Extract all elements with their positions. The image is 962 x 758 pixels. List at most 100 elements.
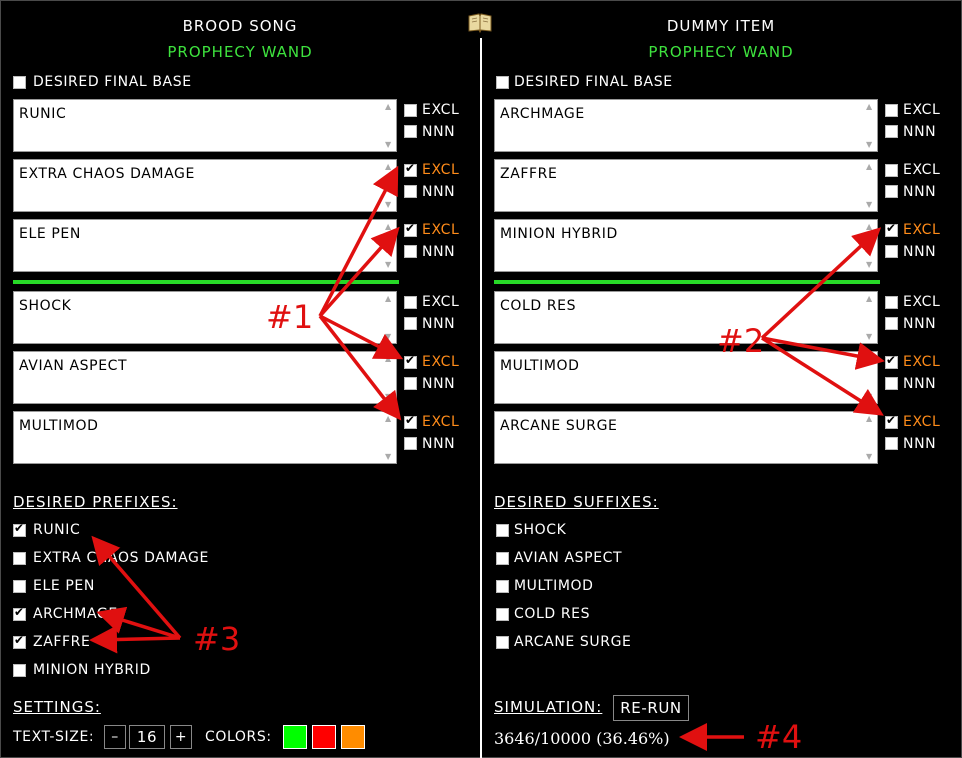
desired-checkbox[interactable] <box>13 580 26 593</box>
scroll-down-icon[interactable]: ▼ <box>866 392 873 401</box>
scroll-up-icon[interactable]: ▲ <box>866 222 873 231</box>
excl-label: EXCL <box>422 222 460 238</box>
desired-checkbox[interactable] <box>496 580 509 593</box>
scrollbar[interactable]: ▲ ▼ <box>863 292 877 343</box>
text-size-increase-button[interactable]: + <box>170 725 192 749</box>
excl-checkbox[interactable] <box>404 104 417 117</box>
desired-checkbox[interactable] <box>13 664 26 677</box>
mod-input-1[interactable]: ARCHMAGE ▲ ▼ <box>494 99 878 152</box>
nnn-checkbox[interactable] <box>885 185 898 198</box>
mod-input-6[interactable]: ARCANE SURGE ▲ ▼ <box>494 411 878 464</box>
scroll-up-icon[interactable]: ▲ <box>385 222 392 231</box>
mod-input-1[interactable]: RUNIC ▲ ▼ <box>13 99 397 152</box>
nnn-checkbox[interactable] <box>885 317 898 330</box>
desired-final-base-checkbox[interactable] <box>496 76 509 89</box>
mod-input-4[interactable]: COLD RES ▲ ▼ <box>494 291 878 344</box>
scrollbar[interactable]: ▲ ▼ <box>863 412 877 463</box>
scroll-down-icon[interactable]: ▼ <box>866 260 873 269</box>
nnn-checkbox[interactable] <box>404 437 417 450</box>
scrollbar[interactable]: ▲ ▼ <box>863 100 877 151</box>
mod-input-3[interactable]: ELE PEN ▲ ▼ <box>13 219 397 272</box>
nnn-label: NNN <box>903 244 937 260</box>
excl-checkbox[interactable] <box>885 104 898 117</box>
nnn-label: NNN <box>422 244 456 260</box>
excl-checkbox[interactable] <box>885 164 898 177</box>
scrollbar[interactable]: ▲ ▼ <box>863 160 877 211</box>
scroll-down-icon[interactable]: ▼ <box>385 452 392 461</box>
desired-label: ARCHMAGE <box>33 606 118 622</box>
mod-input-2[interactable]: EXTRA CHAOS DAMAGE ▲ ▼ <box>13 159 397 212</box>
nnn-checkbox[interactable] <box>404 317 417 330</box>
scroll-down-icon[interactable]: ▼ <box>385 140 392 149</box>
excl-checkbox[interactable] <box>404 296 417 309</box>
desired-checkbox[interactable] <box>496 524 509 537</box>
desired-checkbox[interactable] <box>13 521 26 537</box>
scroll-down-icon[interactable]: ▼ <box>385 332 392 341</box>
mod-input-5[interactable]: MULTIMOD ▲ ▼ <box>494 351 878 404</box>
scrollbar[interactable]: ▲ ▼ <box>382 220 396 271</box>
desired-checkbox[interactable] <box>13 633 26 649</box>
scrollbar[interactable]: ▲ ▼ <box>382 352 396 403</box>
scroll-down-icon[interactable]: ▼ <box>385 392 392 401</box>
nnn-checkbox[interactable] <box>885 437 898 450</box>
mod-input-5[interactable]: AVIAN ASPECT ▲ ▼ <box>13 351 397 404</box>
text-size-value[interactable]: 16 <box>129 725 165 749</box>
desired-checkbox[interactable] <box>13 552 26 565</box>
text-size-label: TEXT-SIZE: <box>13 729 95 745</box>
scroll-up-icon[interactable]: ▲ <box>385 354 392 363</box>
excl-checkbox[interactable] <box>404 161 417 177</box>
scrollbar[interactable]: ▲ ▼ <box>382 412 396 463</box>
scroll-up-icon[interactable]: ▲ <box>866 414 873 423</box>
scroll-up-icon[interactable]: ▲ <box>385 294 392 303</box>
desired-checkbox[interactable] <box>496 608 509 621</box>
color-swatch-red[interactable] <box>312 725 336 749</box>
scroll-up-icon[interactable]: ▲ <box>866 354 873 363</box>
scroll-down-icon[interactable]: ▼ <box>866 452 873 461</box>
scroll-down-icon[interactable]: ▼ <box>866 200 873 209</box>
excl-checkbox[interactable] <box>885 296 898 309</box>
nnn-checkbox[interactable] <box>404 185 417 198</box>
nnn-checkbox[interactable] <box>885 245 898 258</box>
scroll-up-icon[interactable]: ▲ <box>385 102 392 111</box>
scrollbar[interactable]: ▲ ▼ <box>382 160 396 211</box>
item-title: BROOD SONG <box>182 17 298 35</box>
nnn-checkbox[interactable] <box>404 245 417 258</box>
nnn-checkbox[interactable] <box>885 377 898 390</box>
excl-checkbox[interactable] <box>885 221 898 237</box>
desired-final-base-checkbox[interactable] <box>13 76 26 89</box>
color-swatch-orange[interactable] <box>341 725 365 749</box>
scroll-down-icon[interactable]: ▼ <box>385 260 392 269</box>
mod-input-4[interactable]: SHOCK ▲ ▼ <box>13 291 397 344</box>
mod-input-3[interactable]: MINION HYBRID ▲ ▼ <box>494 219 878 272</box>
mod-input-6[interactable]: MULTIMOD ▲ ▼ <box>13 411 397 464</box>
excl-label: EXCL <box>903 294 941 310</box>
desired-checkbox[interactable] <box>496 552 509 565</box>
scroll-down-icon[interactable]: ▼ <box>866 332 873 341</box>
excl-checkbox[interactable] <box>885 413 898 429</box>
nnn-checkbox[interactable] <box>885 125 898 138</box>
scroll-up-icon[interactable]: ▲ <box>866 162 873 171</box>
excl-checkbox[interactable] <box>885 353 898 369</box>
scroll-up-icon[interactable]: ▲ <box>866 102 873 111</box>
scrollbar[interactable]: ▲ ▼ <box>382 292 396 343</box>
scrollbar[interactable]: ▲ ▼ <box>863 220 877 271</box>
scroll-up-icon[interactable]: ▲ <box>385 414 392 423</box>
scroll-up-icon[interactable]: ▲ <box>866 294 873 303</box>
nnn-checkbox[interactable] <box>404 125 417 138</box>
desired-checkbox[interactable] <box>13 605 26 621</box>
scroll-down-icon[interactable]: ▼ <box>866 140 873 149</box>
excl-checkbox[interactable] <box>404 221 417 237</box>
scrollbar[interactable]: ▲ ▼ <box>863 352 877 403</box>
mod-input-2[interactable]: ZAFFRE ▲ ▼ <box>494 159 878 212</box>
scroll-up-icon[interactable]: ▲ <box>385 162 392 171</box>
excl-checkbox[interactable] <box>404 353 417 369</box>
desired-label: EXTRA CHAOS DAMAGE <box>33 550 209 566</box>
nnn-checkbox[interactable] <box>404 377 417 390</box>
rerun-button[interactable]: RE-RUN <box>613 695 689 721</box>
scrollbar[interactable]: ▲ ▼ <box>382 100 396 151</box>
text-size-decrease-button[interactable]: – <box>104 725 126 749</box>
color-swatch-green[interactable] <box>283 725 307 749</box>
scroll-down-icon[interactable]: ▼ <box>385 200 392 209</box>
desired-checkbox[interactable] <box>496 636 509 649</box>
excl-checkbox[interactable] <box>404 413 417 429</box>
